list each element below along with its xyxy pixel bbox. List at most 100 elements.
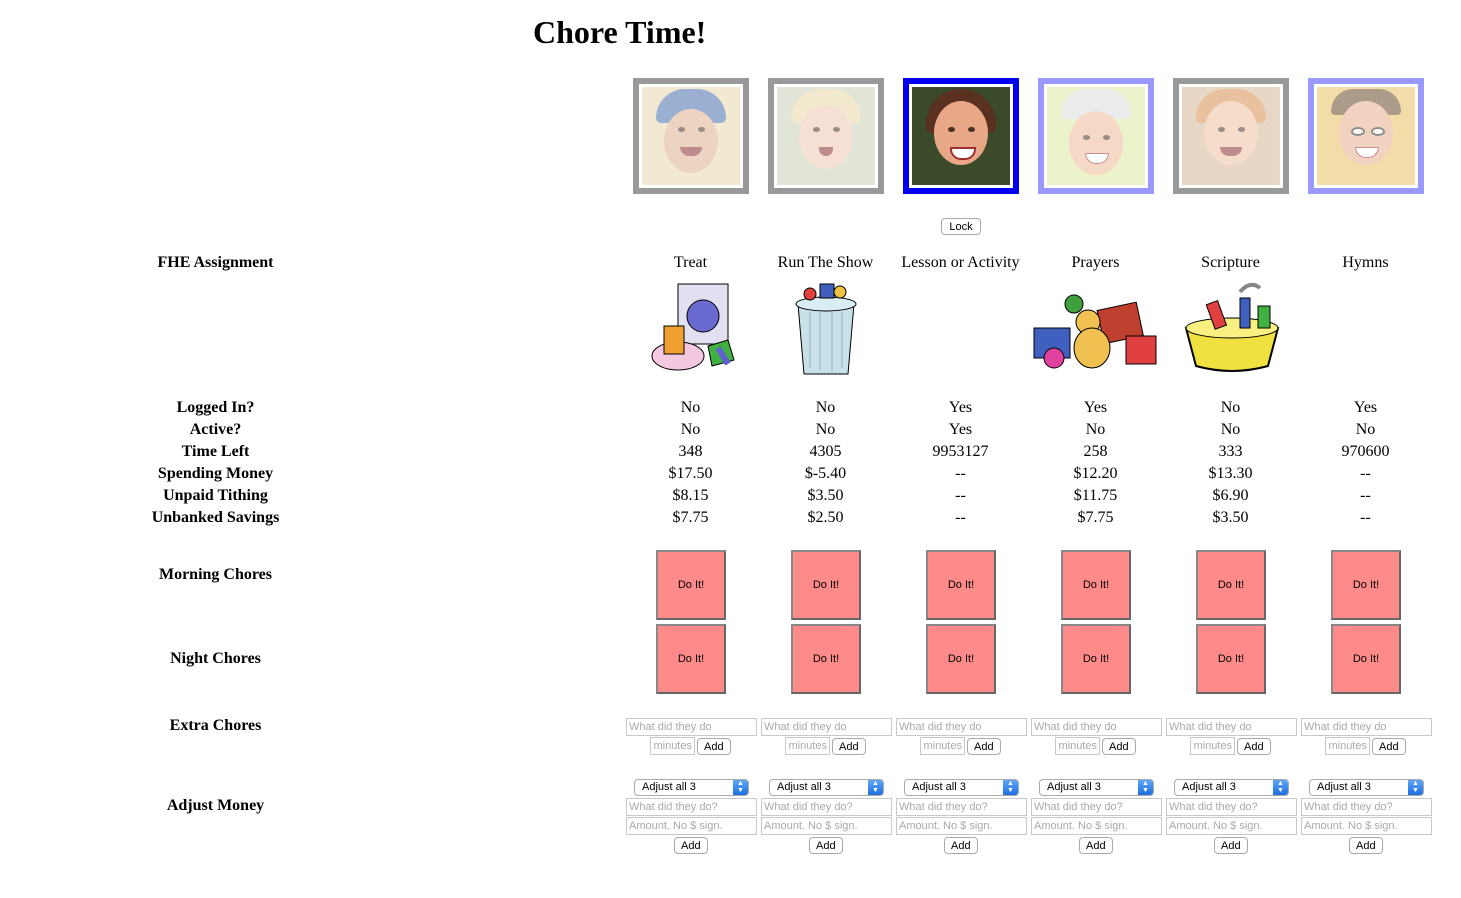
adjust-select-value: Adjust all 3 (1317, 781, 1371, 793)
extra-chore-input[interactable] (761, 718, 892, 736)
night-do-it-button[interactable]: Do It! (1061, 624, 1131, 694)
adjust-what-input[interactable] (761, 798, 892, 816)
spending-value: -- (1360, 465, 1371, 482)
morning-do-it-button[interactable]: Do It! (1331, 550, 1401, 620)
savings-value: $7.75 (1077, 509, 1114, 526)
extra-add-button[interactable]: Add (967, 738, 1001, 755)
amount-input[interactable] (1166, 817, 1297, 835)
amount-input[interactable] (896, 817, 1027, 835)
savings-value: $3.50 (1212, 509, 1249, 526)
logged-in-value: Yes (948, 399, 973, 416)
extra-chore-input[interactable] (896, 718, 1027, 736)
adjust-add-button[interactable]: Add (944, 837, 978, 854)
adjust-add-button[interactable]: Add (1214, 837, 1248, 854)
minutes-input[interactable] (1055, 737, 1100, 755)
minutes-input[interactable] (1325, 737, 1370, 755)
assignment-name: Scripture (1201, 254, 1260, 271)
minutes-input[interactable] (1190, 737, 1235, 755)
extra-chore-input[interactable] (626, 718, 757, 736)
extra-chore-input[interactable] (1031, 718, 1162, 736)
laundry-machine-icon (651, 283, 735, 371)
adjust-select[interactable]: Adjust all 3 ▲ ▼ (904, 779, 1019, 796)
spending-value: $13.30 (1208, 465, 1253, 482)
adjust-select[interactable]: Adjust all 3 ▲ ▼ (1309, 779, 1424, 796)
extra-chore-input[interactable] (1166, 718, 1297, 736)
time-left-value: 333 (1218, 443, 1243, 460)
active-value: No (680, 421, 701, 438)
adjust-what-input[interactable] (626, 798, 757, 816)
minutes-input[interactable] (650, 737, 695, 755)
time-left-value: 258 (1083, 443, 1108, 460)
avatar-person-6[interactable] (1308, 78, 1424, 194)
row-label-time-left: Time Left (181, 443, 250, 460)
avatar-person-3[interactable] (903, 78, 1019, 194)
tithing-value: $11.75 (1073, 487, 1118, 504)
morning-do-it-button[interactable]: Do It! (656, 550, 726, 620)
adjust-select[interactable]: Adjust all 3 ▲ ▼ (1039, 779, 1154, 796)
time-left-value: 348 (678, 443, 703, 460)
toy-pile-icon (1033, 294, 1157, 369)
morning-do-it-button[interactable]: Do It! (1061, 550, 1131, 620)
adjust-what-input[interactable] (1301, 798, 1432, 816)
extra-add-button[interactable]: Add (832, 738, 866, 755)
time-left-value: 4305 (809, 443, 842, 460)
morning-do-it-button[interactable]: Do It! (791, 550, 861, 620)
minutes-input[interactable] (920, 737, 965, 755)
logged-in-value: No (815, 399, 836, 416)
row-label-morning: Morning Chores (158, 566, 273, 583)
amount-input[interactable] (1301, 817, 1432, 835)
adjust-select-value: Adjust all 3 (912, 781, 966, 793)
adjust-add-button[interactable]: Add (674, 837, 708, 854)
adjust-add-button[interactable]: Add (1079, 837, 1113, 854)
amount-input[interactable] (626, 817, 757, 835)
savings-value: -- (955, 509, 966, 526)
adjust-what-input[interactable] (1166, 798, 1297, 816)
savings-value: $2.50 (807, 509, 844, 526)
extra-chore-input[interactable] (1301, 718, 1432, 736)
amount-input[interactable] (761, 817, 892, 835)
lock-button[interactable]: Lock (941, 218, 981, 235)
adjust-select-value: Adjust all 3 (642, 781, 696, 793)
night-do-it-button[interactable]: Do It! (1196, 624, 1266, 694)
minutes-input[interactable] (785, 737, 830, 755)
amount-input[interactable] (1031, 817, 1162, 835)
spending-value: $-5.40 (804, 465, 847, 482)
extra-add-button[interactable]: Add (1372, 738, 1406, 755)
morning-do-it-button[interactable]: Do It! (926, 550, 996, 620)
select-arrows-icon: ▲ ▼ (868, 780, 883, 795)
time-left-value: 970600 (1341, 443, 1390, 460)
avatar-person-2[interactable] (768, 78, 884, 194)
select-arrows-icon: ▲ ▼ (1408, 780, 1423, 795)
adjust-select-value: Adjust all 3 (1182, 781, 1236, 793)
adjust-add-button[interactable]: Add (809, 837, 843, 854)
row-label-extra: Extra Chores (169, 717, 262, 734)
dish-tub-icon (1184, 282, 1280, 372)
extra-add-button[interactable]: Add (1102, 738, 1136, 755)
night-do-it-button[interactable]: Do It! (791, 624, 861, 694)
adjust-add-button[interactable]: Add (1349, 837, 1383, 854)
spending-value: $17.50 (668, 465, 713, 482)
adjust-what-input[interactable] (896, 798, 1027, 816)
row-label-logged-in: Logged In? (176, 399, 255, 416)
adjust-select[interactable]: Adjust all 3 ▲ ▼ (1174, 779, 1289, 796)
tithing-value: $3.50 (807, 487, 844, 504)
select-arrows-icon: ▲ ▼ (1138, 780, 1153, 795)
avatar-person-1[interactable] (633, 78, 749, 194)
extra-add-button[interactable]: Add (1237, 738, 1271, 755)
adjust-what-input[interactable] (1031, 798, 1162, 816)
night-do-it-button[interactable]: Do It! (926, 624, 996, 694)
morning-do-it-button[interactable]: Do It! (1196, 550, 1266, 620)
select-arrows-icon: ▲ ▼ (1273, 780, 1288, 795)
row-label-tithing: Unpaid Tithing (163, 487, 268, 504)
adjust-select[interactable]: Adjust all 3 ▲ ▼ (634, 779, 749, 796)
avatar-person-5[interactable] (1173, 78, 1289, 194)
select-arrows-icon: ▲ ▼ (1003, 780, 1018, 795)
spending-value: -- (955, 465, 966, 482)
night-do-it-button[interactable]: Do It! (1331, 624, 1401, 694)
adjust-select[interactable]: Adjust all 3 ▲ ▼ (769, 779, 884, 796)
avatar-person-4[interactable] (1038, 78, 1154, 194)
savings-value: -- (1360, 509, 1371, 526)
row-label-active: Active? (189, 421, 242, 438)
extra-add-button[interactable]: Add (697, 738, 731, 755)
night-do-it-button[interactable]: Do It! (656, 624, 726, 694)
